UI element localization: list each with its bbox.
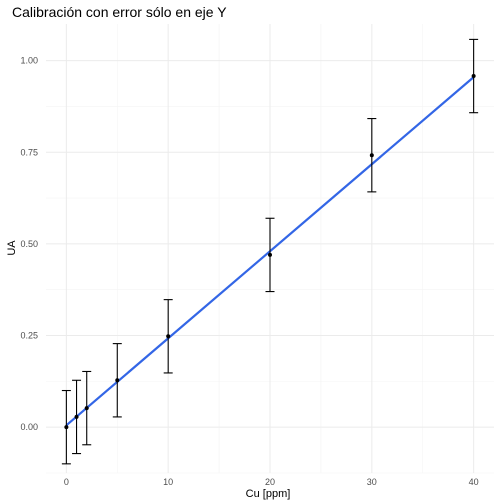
y-tick-label: 0.50 xyxy=(20,239,38,249)
y-axis-title: UA xyxy=(6,240,18,256)
data-point xyxy=(115,378,120,383)
x-tick-label: 0 xyxy=(64,477,69,487)
y-axis-ticks: 0.00 0.25 0.50 0.75 1.00 xyxy=(20,56,38,433)
data-point xyxy=(268,252,272,257)
x-tick-label: 40 xyxy=(469,477,479,487)
y-tick-label: 0.75 xyxy=(20,147,38,157)
y-tick-label: 0.00 xyxy=(20,422,38,432)
y-tick-label: 1.00 xyxy=(20,56,38,66)
data-point xyxy=(471,74,476,79)
data-point xyxy=(74,414,79,419)
x-tick-label: 30 xyxy=(367,477,377,487)
x-tick-label: 10 xyxy=(163,477,173,487)
y-tick-label: 0.25 xyxy=(20,331,38,341)
data-point xyxy=(64,425,69,430)
data-point xyxy=(166,334,171,339)
data-point xyxy=(84,406,89,411)
data-point xyxy=(369,153,374,158)
chart-title: Calibración con error sólo en eje Y xyxy=(12,4,227,20)
data-points xyxy=(64,74,476,430)
x-tick-label: 20 xyxy=(265,477,275,487)
x-axis-ticks: 0 10 20 30 40 xyxy=(64,477,479,487)
x-axis-title: Cu [ppm] xyxy=(246,488,291,500)
